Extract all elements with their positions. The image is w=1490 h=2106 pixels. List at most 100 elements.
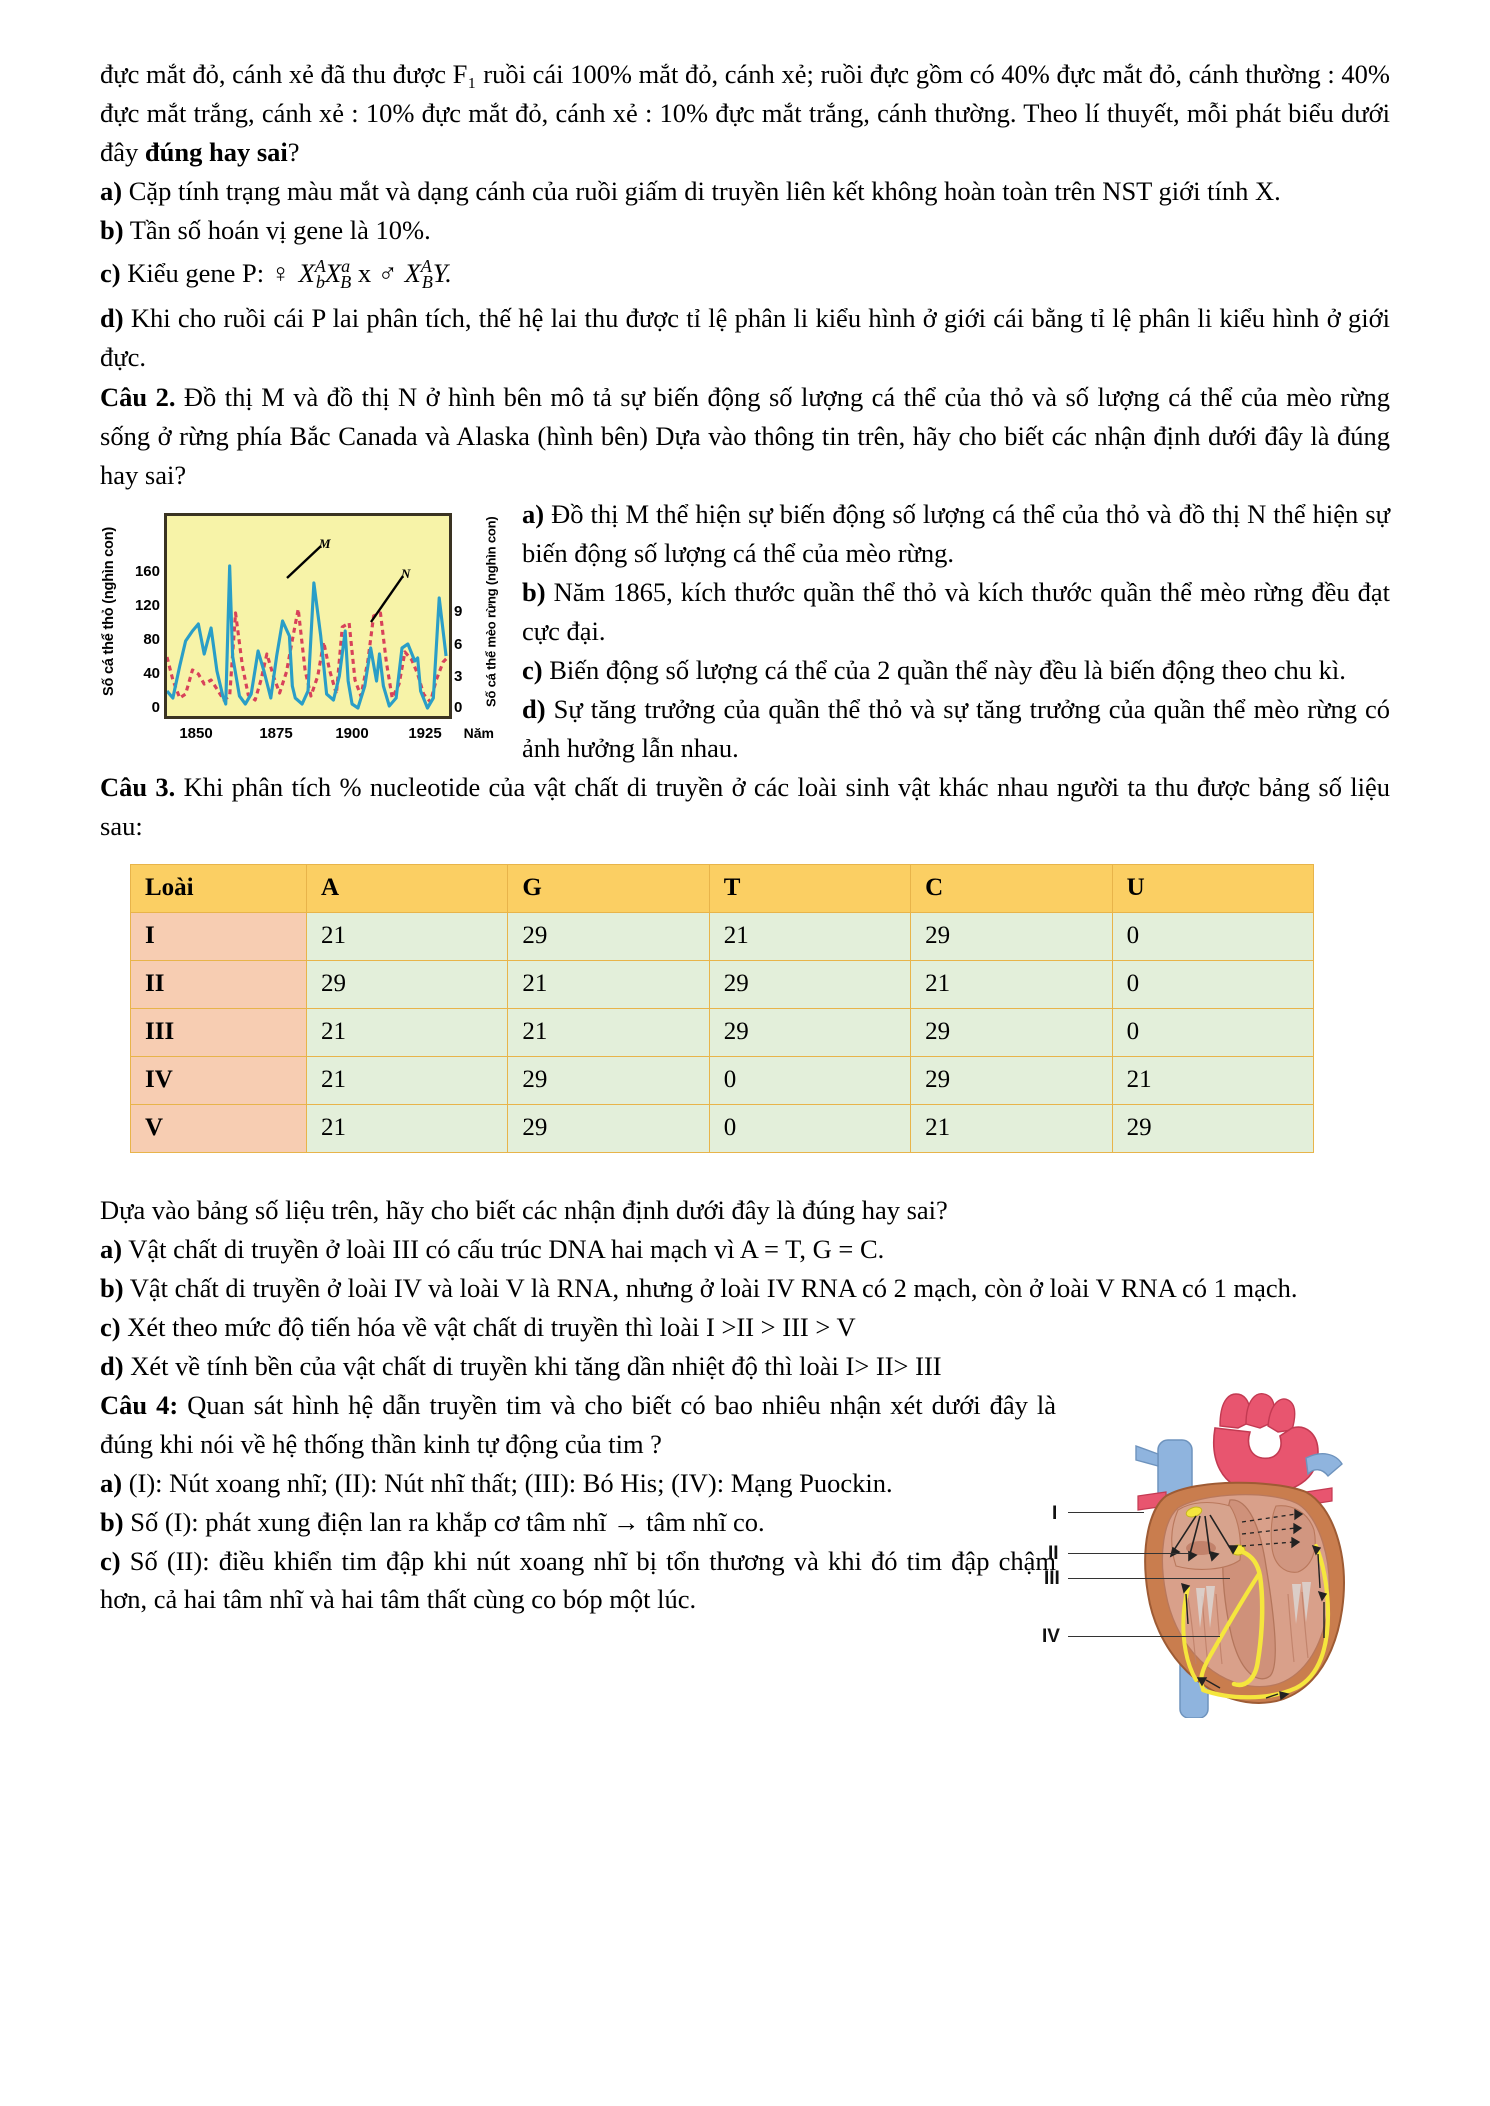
- q3-option-b-marker: b): [100, 1272, 124, 1303]
- q4-marker: Câu 4:: [100, 1389, 179, 1420]
- q2-stem-text: Đồ thị M và đồ thị N ở hình bên mô tả sự…: [100, 382, 1390, 491]
- q2-option-a-text: Đồ thị M thể hiện sự biến động số lượng …: [522, 499, 1390, 569]
- q2-option-d-text: Sự tăng trưởng của quần thể thỏ và sự tă…: [522, 694, 1390, 764]
- q4-option-b-text: Số (I): phát xung điện lan ra khắp cơ tâ…: [123, 1506, 765, 1537]
- cell-A: 21: [305, 1055, 509, 1105]
- cell-T: 0: [708, 1055, 912, 1105]
- q4-option-a-text: (I): Nút xoang nhĩ; (II): Nút nhĩ thất; …: [122, 1467, 893, 1498]
- ventricular-conduction-arrows-icon: [1181, 1544, 1328, 1700]
- table-row: II 29 21 29 21 0: [130, 959, 1315, 1009]
- q1-option-d-text: Khi cho ruồi cái P lai phân tích, thế hệ…: [100, 302, 1390, 372]
- cell-U: 0: [1111, 911, 1315, 961]
- q4-stem-text: Quan sát hình hệ dẫn truyền tim và cho b…: [100, 1389, 1057, 1459]
- cell-U: 29: [1111, 1103, 1315, 1153]
- cell-A: 21: [305, 1103, 509, 1153]
- q3-option-b: b) Vật chất di truyền ở loài IV và loài …: [100, 1269, 1390, 1308]
- q3-after-table-text: Dựa vào bảng số liệu trên, hãy cho biết …: [100, 1194, 948, 1225]
- table-row: IV 21 29 0 29 21: [130, 1055, 1315, 1105]
- heart-anatomy-svg: [1135, 1392, 1345, 1719]
- q3-option-a: a) Vật chất di truyền ở loài III có cấu …: [100, 1230, 1390, 1269]
- q3-option-a-text: Vật chất di truyền ở loài III có cấu trú…: [122, 1233, 885, 1264]
- q4-option-b: b) Số (I): phát xung điện lan ra khắp cơ…: [100, 1503, 1390, 1542]
- chart-leader-line-M: [286, 545, 322, 580]
- q3-option-b-text: Vật chất di truyền ở loài IV và loài V l…: [123, 1272, 1298, 1303]
- q1-option-b-text: Tần số hoán vị gene là 10%.: [123, 214, 431, 245]
- aorta-branch-3-icon: [1267, 1398, 1296, 1433]
- genotype-x3-sub: B: [421, 272, 433, 293]
- cell-A: 21: [305, 1007, 509, 1057]
- q2-option-b-text: Năm 1865, kích thước quần thể thỏ và kíc…: [522, 577, 1390, 647]
- q4-option-b-marker: b): [100, 1506, 124, 1537]
- q4-option-c-marker: c): [100, 1545, 121, 1576]
- cell-species: V: [130, 1103, 307, 1153]
- genotype-y: Y.: [432, 257, 452, 288]
- male-symbol-icon: ♂: [377, 257, 398, 288]
- chart-ytick-40: 40: [143, 665, 160, 683]
- cell-C: 21: [910, 1103, 1113, 1153]
- q2-option-c-text: Biến động số lượng cá thể của 2 quần thể…: [542, 655, 1346, 686]
- nucleotide-table: Loài A G T C U I 21 29 21 29 0 II 29 21 …: [130, 863, 1315, 1153]
- cell-G: 29: [507, 1103, 710, 1153]
- q4-block: I II III IV Câu 4: Quan sát hình hệ dẫn …: [100, 1386, 1390, 1720]
- purkinje-fibers-right-icon: [1200, 1543, 1331, 1700]
- chart-ytick-160: 160: [134, 563, 160, 581]
- col-header-G: G: [507, 863, 710, 913]
- cell-G: 21: [507, 1007, 710, 1057]
- q1-option-c-marker: c): [100, 257, 121, 288]
- q1-option-c: c) Kiểu gene P: ♀ XAbXaB x ♂ XABY.: [100, 250, 1390, 299]
- q3-option-d-marker: d): [100, 1350, 124, 1381]
- chart-ytick-right-3: 3: [454, 668, 463, 686]
- q2-stem: Câu 2. Đồ thị M và đồ thị N ở hình bên m…: [100, 378, 1390, 495]
- chart-xtick-1850: 1850: [179, 725, 213, 743]
- q1-option-a: a) Cặp tính trạng màu mắt và dạng cánh c…: [100, 172, 1390, 211]
- col-header-U: U: [1111, 863, 1315, 913]
- cell-A: 29: [305, 959, 509, 1009]
- chart-xtick-1875: 1875: [259, 725, 293, 743]
- chart-ytick-right-9: 9: [454, 603, 463, 621]
- chart-ytick-120: 120: [134, 597, 160, 615]
- heart-leader-III: [1068, 1577, 1230, 1580]
- q2-option-d-marker: d): [522, 694, 546, 725]
- cell-T: 29: [708, 1007, 912, 1057]
- q3-option-a-marker: a): [100, 1233, 123, 1264]
- table-header-row: Loài A G T C U: [130, 863, 1315, 913]
- genotype-x1-sub: b: [315, 272, 325, 293]
- q1-option-d: d) Khi cho ruồi cái P lai phân tích, thế…: [100, 299, 1390, 377]
- cell-U: 0: [1111, 1007, 1315, 1057]
- cell-G: 21: [507, 959, 710, 1009]
- q2-figure-and-options: Số cá thể thỏ (nghìn con) Số cá thể mèo …: [100, 495, 1390, 768]
- q3-stem-text: Khi phân tích % nucleotide của vật chất …: [100, 772, 1390, 841]
- chart-ytick-right-0: 0: [454, 699, 463, 717]
- chart-xtick-1900: 1900: [335, 725, 369, 743]
- q1-stem-text: đực mắt đỏ, cánh xẻ đã thu được F₁ ruồi …: [100, 59, 1390, 167]
- q3-after-table: Dựa vào bảng số liệu trên, hãy cho biết …: [100, 1191, 1390, 1230]
- q1-stem-end: ?: [287, 136, 300, 167]
- chart-series-lynx: [165, 607, 451, 704]
- vena-branch-left-icon: [1135, 1444, 1159, 1467]
- genotype-x1: X: [298, 257, 315, 288]
- heart-leader-IV: [1068, 1635, 1220, 1638]
- q1-option-a-marker: a): [100, 175, 123, 206]
- interatrial-pathway-arrows-icon: [1241, 1508, 1304, 1548]
- col-header-A: A: [305, 863, 509, 913]
- chart-series-svg: [165, 564, 451, 710]
- heart-label-I: I: [1052, 1502, 1058, 1524]
- chart-ytick-0: 0: [151, 699, 160, 717]
- cell-species: II: [130, 959, 307, 1009]
- chart-annotation-M: M: [319, 536, 331, 552]
- cell-C: 29: [910, 1055, 1113, 1105]
- cell-G: 29: [507, 1055, 710, 1105]
- cell-C: 29: [910, 1007, 1113, 1057]
- cell-T: 29: [708, 959, 912, 1009]
- genotype-x3: X: [404, 257, 421, 288]
- q2-option-b-marker: b): [522, 577, 546, 608]
- female-symbol-icon: ♀: [270, 257, 291, 288]
- cell-U: 21: [1111, 1055, 1315, 1105]
- heart-leader-I: [1068, 1511, 1144, 1514]
- chart-ytick-right-6: 6: [454, 636, 463, 654]
- q3-option-c-text: Xét theo mức độ tiến hóa về vật chất di …: [120, 1311, 856, 1342]
- heart-label-III: III: [1044, 1567, 1060, 1589]
- genotype-x2-sup: a: [341, 255, 351, 276]
- cell-U: 0: [1111, 959, 1315, 1009]
